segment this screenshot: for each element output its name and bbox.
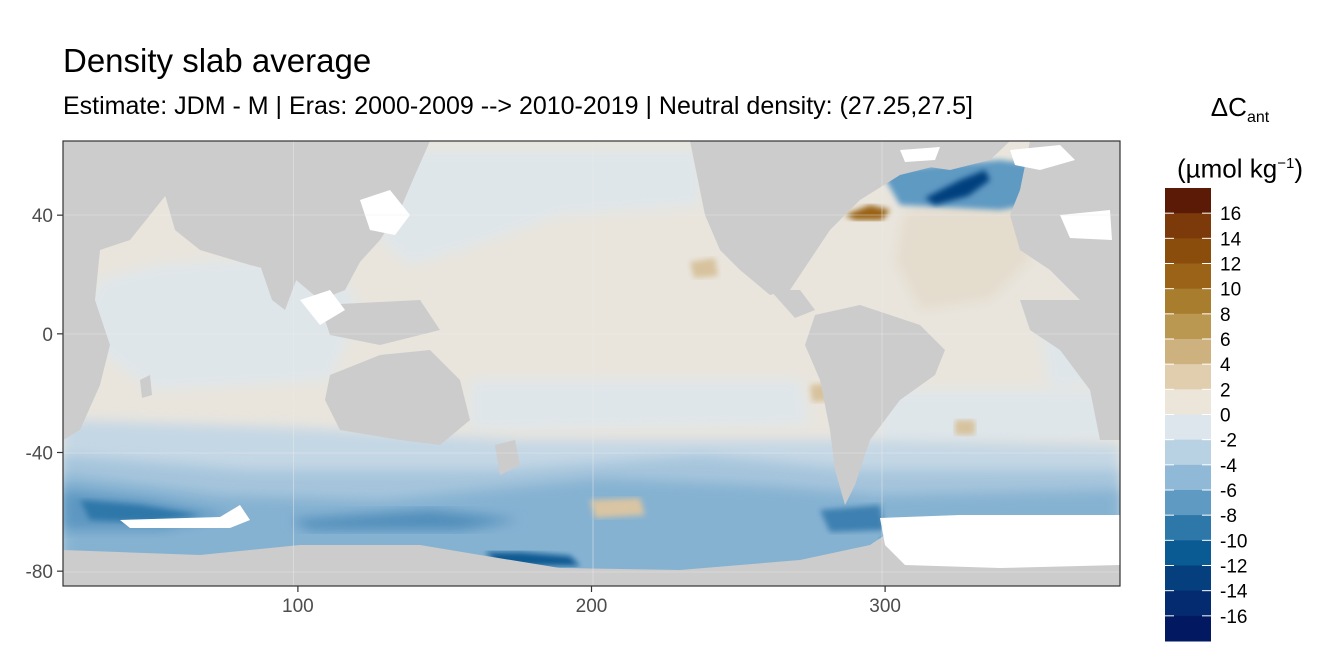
atlantic-warm-spot [955,420,975,435]
legend-break-label: 14 [1220,229,1242,250]
legend-color-step [1165,288,1211,315]
legend-color-step [1165,213,1211,239]
legend-color-step [1165,188,1211,214]
legend-break-label: 4 [1220,355,1231,376]
legend-break-label: 6 [1220,330,1231,351]
legend-color-step [1165,615,1211,642]
south-pacific-warm-spot [590,498,645,518]
legend-color-step [1165,490,1211,516]
legend-color-step [1165,414,1211,441]
legend-break-label: -8 [1220,506,1237,527]
land-central-america [770,290,815,318]
legend-break-label: -2 [1220,431,1237,452]
land-madagascar [140,375,152,398]
legend-colorbar [1165,188,1211,642]
y-tick-label: -40 [26,444,53,465]
land-africa [63,141,200,440]
x-tick-label: 100 [282,596,314,617]
legend-color-step [1165,590,1211,617]
legend-title-unit: (µmol kg−1) [1177,153,1303,184]
nodata-weddell [880,515,1120,568]
drake-passage-patch [820,505,885,532]
legend-color-step [1165,364,1211,390]
legend-color-step [1165,540,1211,566]
north-atlantic-shading [895,205,1030,310]
legend-break-label: -16 [1220,607,1247,628]
legend-color-step [1165,515,1211,541]
grid [63,141,1120,586]
y-tick-label: -80 [26,562,53,583]
south-pacific-shading [470,380,810,430]
southern-ocean-band-5 [80,500,200,522]
nodata-antarctic-coast [120,505,250,528]
legend-break-label: -6 [1220,481,1237,502]
legend-color-step [1165,339,1211,365]
land-australia [325,350,470,445]
legend-break-label: 16 [1220,204,1241,225]
land-eurasia [165,141,430,300]
nodata-hudson [900,147,940,162]
legend-labels: 16 14 12 10 8 6 4 2 0 -2 -4 -6 -8 -10 -12 -14 -16 [1220,204,1248,628]
chart-subtitle: Estimate: JDM - M | Eras: 2000-2009 --> … [63,92,973,120]
nodata-asia-seas [360,190,410,235]
x-tick-label: 300 [869,596,901,617]
nodata-mediterranean [1060,210,1112,240]
legend-break-label: 2 [1220,380,1231,401]
land-west-africa-east [1020,300,1120,440]
legend-break-label: 8 [1220,305,1231,326]
nodata-arctic-atlantic [1010,145,1075,170]
legend-color-step [1165,389,1211,415]
land-antarctica [63,518,1120,586]
land-south-america [805,305,945,505]
legend-color-step [1165,464,1211,491]
south-atlantic-shading [880,390,1110,445]
legend-color-step [1165,565,1211,592]
legend-color-step [1165,263,1211,290]
legend-color-step [1165,439,1211,466]
legend-title-variable: ΔCant [1210,92,1270,127]
chart-title: Density slab average [63,42,372,79]
legend-title: ΔCant (µmol kg−1) [1165,84,1315,192]
labrador-sea-patch [845,205,890,220]
land-masses [63,141,1120,586]
subpolar-atlantic-core [925,170,990,205]
land-north-america [690,141,1000,295]
legend-break-label: 0 [1220,406,1231,427]
legend-color-step [1165,313,1211,340]
legend-color-step [1165,238,1211,264]
pacific-warm-spot-1 [690,258,718,278]
no-data-regions [120,145,1120,568]
legend-break-label: 12 [1220,255,1241,276]
y-tick-label: 0 [42,325,53,346]
y-tick-label: 40 [32,206,53,227]
legend-break-label: 10 [1220,280,1241,301]
x-tick-label: 200 [576,596,608,617]
ocean-shading [63,150,1120,586]
nodata-indonesia [300,290,345,325]
south-indian-deep-patch [290,510,520,530]
legend-break-label: -12 [1220,557,1247,578]
legend-break-label: -10 [1220,531,1247,552]
legend-break-label: -14 [1220,582,1248,603]
map-panel [63,141,1120,586]
north-pacific-shading [380,150,700,265]
land-new-zealand [495,440,520,475]
land-india [260,265,300,310]
legend-break-label: -4 [1220,456,1237,477]
